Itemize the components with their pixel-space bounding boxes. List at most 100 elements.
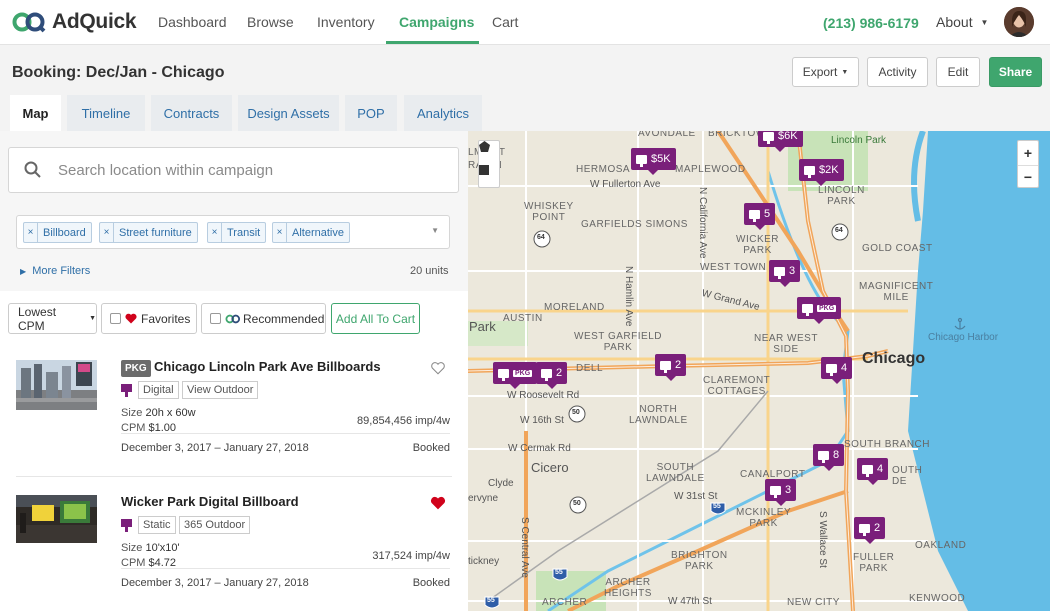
tab-map-label: Map — [22, 105, 49, 121]
map-pin[interactable]: 2 — [854, 517, 886, 544]
media-tag: Static — [138, 516, 176, 534]
map-pin[interactable]: PKG — [797, 297, 842, 324]
map-pin[interactable]: 3 — [769, 260, 801, 287]
user-avatar[interactable] — [1004, 7, 1034, 37]
remove-chip-icon[interactable]: × — [208, 223, 222, 242]
filter-chip-street-furniture[interactable]: × Street furniture — [99, 222, 198, 243]
zoom-in-button[interactable]: + — [1023, 144, 1033, 161]
pin-label: $5K — [651, 153, 671, 165]
nav-cart[interactable]: Cart — [492, 14, 519, 30]
map-label: OAKLAND — [915, 540, 967, 551]
map-pin[interactable]: $5K — [631, 148, 676, 175]
unit-listing[interactable]: PKG Chicago Lincoln Park Ave Billboards … — [0, 351, 468, 486]
highway-shield-label: 55 — [713, 503, 721, 510]
map-pin[interactable]: $6K — [758, 131, 803, 152]
map-label: BRICKTOWN — [708, 131, 774, 139]
map-label: W Cermak Rd — [508, 443, 571, 454]
vendor-tag[interactable]: View Outdoor — [182, 381, 259, 399]
tab-analytics-label: Analytics — [416, 105, 470, 121]
unit-listing[interactable]: Wicker Park Digital Billboard Static 365… — [0, 486, 468, 611]
package-badge: PKG — [121, 360, 151, 377]
recommended-filter[interactable]: Recommended — [201, 303, 326, 334]
map-pin[interactable]: 5 — [744, 203, 776, 230]
map-pin[interactable]: 4 — [857, 458, 889, 485]
unit-thumbnail[interactable] — [16, 360, 97, 410]
draw-rectangle-button[interactable] — [479, 165, 499, 188]
map-pin[interactable]: 4 — [821, 357, 853, 384]
billboard-icon — [774, 266, 785, 279]
campaign-map[interactable]: AVONDALE BRICKTOWN Lincoln Park LMONT RA… — [468, 131, 1050, 611]
heart-icon — [125, 313, 137, 324]
map-pin[interactable]: 2 — [655, 354, 687, 381]
adquick-logo[interactable]: AdQuick — [12, 10, 137, 34]
filter-chip-transit[interactable]: × Transit — [207, 222, 267, 243]
map-label: NORTH LAWNDALE — [629, 404, 688, 426]
search-placeholder: Search location within campaign — [58, 162, 274, 179]
export-button[interactable]: Export ▼ — [792, 57, 859, 87]
pin-label: 3 — [785, 484, 792, 496]
size-label: Size — [121, 407, 143, 419]
tab-contracts[interactable]: Contracts — [151, 95, 232, 131]
favorites-checkbox[interactable] — [110, 313, 121, 324]
remove-chip-icon[interactable]: × — [100, 223, 114, 242]
map-label: tickney — [468, 556, 500, 567]
tab-pop[interactable]: POP — [345, 95, 397, 131]
draw-polygon-button[interactable] — [479, 141, 499, 164]
size-label: Size — [121, 542, 143, 554]
nav-inventory[interactable]: Inventory — [317, 14, 375, 30]
vendor-tag[interactable]: 365 Outdoor — [179, 516, 251, 534]
filter-chip-billboard[interactable]: × Billboard — [23, 222, 92, 243]
tab-analytics[interactable]: Analytics — [404, 95, 482, 131]
favorites-filter[interactable]: Favorites — [101, 303, 197, 334]
map-pin[interactable]: PKG — [493, 362, 538, 389]
unit-size: Size 10'x10' — [121, 542, 180, 554]
recommended-checkbox[interactable] — [210, 313, 221, 324]
tab-map[interactable]: Map — [10, 95, 61, 131]
map-label: HERMOSA — [576, 164, 631, 175]
nav-dashboard[interactable]: Dashboard — [158, 14, 227, 30]
billboard-icon — [770, 485, 781, 498]
map-pin[interactable]: $2K — [799, 159, 844, 186]
remove-chip-icon[interactable]: × — [24, 223, 38, 242]
map-label: Chicago Harbor — [928, 332, 999, 343]
about-menu[interactable]: About ▼ — [936, 14, 988, 30]
billboard-icon — [121, 384, 132, 397]
impressions: 317,524 imp/4w — [372, 550, 450, 562]
billboard-icon — [862, 464, 873, 477]
add-all-to-cart-button[interactable]: Add All To Cart — [331, 303, 420, 334]
phone-number[interactable]: (213) 986-6179 — [823, 15, 919, 31]
map-label-chicago: Chicago — [862, 350, 926, 367]
unit-title[interactable]: Wicker Park Digital Billboard — [121, 494, 299, 509]
highway-shield-label: 64 — [835, 227, 843, 234]
listing-separator — [16, 476, 452, 477]
map-pin[interactable]: 2 — [536, 362, 568, 389]
sort-dropdown[interactable]: Lowest CPM ▼ — [8, 303, 97, 334]
zoom-controls: + − — [1017, 140, 1039, 188]
activity-button[interactable]: Activity — [867, 57, 928, 87]
polygon-icon — [479, 141, 490, 152]
pin-label: 8 — [833, 449, 840, 461]
media-type-filter[interactable]: × Billboard × Street furniture × Transit… — [16, 215, 450, 249]
nav-campaigns[interactable]: Campaigns — [399, 14, 475, 30]
tab-timeline[interactable]: Timeline — [67, 95, 145, 131]
zoom-out-button[interactable]: − — [1018, 165, 1038, 188]
unit-title[interactable]: Chicago Lincoln Park Ave Billboards — [154, 359, 381, 374]
map-pin[interactable]: 3 — [765, 479, 797, 506]
more-filters-toggle[interactable]: ▶ More Filters — [20, 265, 90, 277]
package-badge: PKG — [513, 369, 533, 377]
unit-thumbnail[interactable] — [16, 495, 97, 543]
activity-label: Activity — [878, 65, 917, 79]
nav-browse[interactable]: Browse — [247, 14, 294, 30]
map-label: ARCHER — [542, 597, 588, 608]
sort-label: Lowest CPM — [18, 304, 57, 333]
location-search-field[interactable]: Search location within campaign — [8, 147, 459, 193]
remove-chip-icon[interactable]: × — [273, 223, 287, 242]
share-button[interactable]: Share — [989, 57, 1042, 87]
favorite-heart-filled-icon[interactable] — [430, 496, 446, 510]
tab-design-assets[interactable]: Design Assets — [238, 95, 339, 131]
dropdown-caret-icon[interactable]: ▼ — [431, 226, 439, 235]
edit-button[interactable]: Edit — [936, 57, 980, 87]
favorite-heart-outline-icon[interactable] — [430, 361, 446, 375]
map-pin[interactable]: 8 — [813, 444, 845, 471]
filter-chip-alternative[interactable]: × Alternative — [272, 222, 350, 243]
